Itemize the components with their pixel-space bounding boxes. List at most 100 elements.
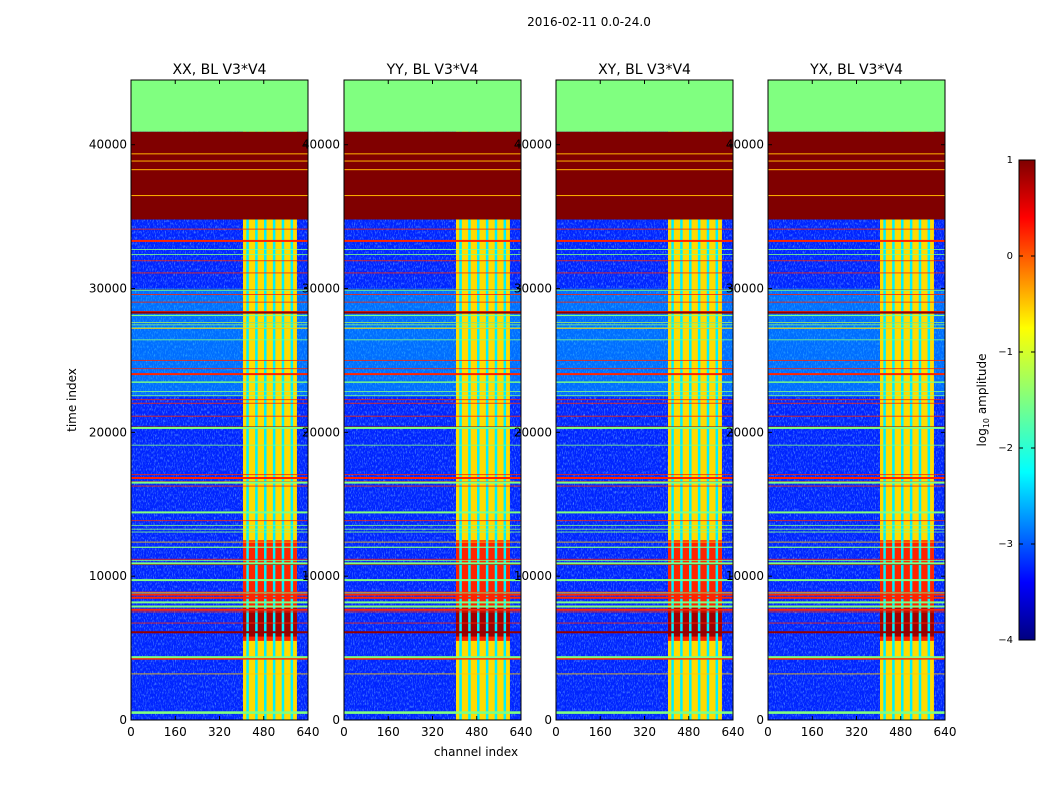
time-band xyxy=(344,711,521,714)
time-band xyxy=(556,656,733,659)
time-band xyxy=(344,485,521,487)
panel-title: YY, BL V3*V4 xyxy=(386,62,479,78)
time-band xyxy=(344,524,521,526)
time-band xyxy=(344,541,521,543)
time-band xyxy=(556,592,733,594)
time-band xyxy=(556,327,733,329)
time-band xyxy=(344,374,521,375)
time-band xyxy=(768,511,945,514)
time-band xyxy=(768,546,945,548)
time-band xyxy=(131,541,308,543)
time-band xyxy=(556,596,733,599)
time-band xyxy=(768,339,945,341)
saturated-time-block xyxy=(131,131,308,220)
time-band xyxy=(344,531,521,533)
time-band xyxy=(556,673,733,675)
time-band xyxy=(344,426,521,429)
time-band xyxy=(131,328,308,329)
time-band xyxy=(131,359,308,361)
time-band xyxy=(768,592,945,594)
x-tick-label: 480 xyxy=(889,725,912,739)
time-band xyxy=(344,477,521,480)
time-band xyxy=(344,546,521,548)
time-band xyxy=(768,712,945,714)
panels: XX, BL V3*V4 0 160 320 480 640 0 10000 20000 3000… xyxy=(89,62,957,739)
time-band xyxy=(768,249,945,250)
colorbar-tick-label: −4 xyxy=(998,635,1013,646)
colorbar-label-rest: amplitude xyxy=(975,354,989,418)
time-band xyxy=(344,359,521,361)
time-band xyxy=(344,558,521,560)
time-band xyxy=(556,622,733,624)
time-band xyxy=(344,712,521,714)
time-band xyxy=(344,560,521,562)
time-band xyxy=(131,339,308,341)
time-band xyxy=(768,402,945,404)
time-band xyxy=(556,560,733,562)
time-band xyxy=(768,657,945,660)
time-band xyxy=(344,673,521,675)
saturated-block-line xyxy=(344,160,521,162)
time-band xyxy=(556,239,733,242)
time-band xyxy=(131,327,308,329)
time-band xyxy=(556,311,733,312)
time-band xyxy=(556,301,733,303)
y-tick-label: 30000 xyxy=(302,282,340,296)
y-tick-label: 30000 xyxy=(514,282,552,296)
panel-3: XY, BL V3*V4 0 160 320 480 640 0 10000 20000 3000… xyxy=(514,62,745,739)
x-tick-label: 480 xyxy=(252,725,275,739)
time-band xyxy=(131,592,308,594)
time-band xyxy=(768,560,945,562)
y-tick-label: 40000 xyxy=(89,138,127,152)
time-band xyxy=(131,474,308,476)
time-band xyxy=(344,272,521,274)
time-band xyxy=(131,528,308,530)
time-band xyxy=(131,531,308,533)
saturated-block-line xyxy=(768,153,945,155)
time-band xyxy=(768,311,945,312)
x-tick-label: 320 xyxy=(845,725,868,739)
time-band xyxy=(344,528,521,530)
time-band xyxy=(556,382,733,383)
time-band xyxy=(344,657,521,660)
time-band xyxy=(556,712,733,714)
time-band xyxy=(768,327,945,329)
time-band xyxy=(344,426,521,428)
panel-1: XX, BL V3*V4 0 160 320 480 640 0 10000 20000 3000… xyxy=(89,62,320,739)
time-band xyxy=(131,301,308,303)
y-tick-label: 10000 xyxy=(89,569,127,583)
time-band xyxy=(768,520,945,522)
time-band xyxy=(556,591,733,593)
time-band xyxy=(768,608,945,611)
time-band xyxy=(131,711,308,714)
time-band xyxy=(556,254,733,255)
time-band xyxy=(556,593,733,596)
time-band xyxy=(556,339,733,341)
time-band xyxy=(768,415,945,417)
time-band xyxy=(131,511,308,514)
time-band xyxy=(768,579,945,582)
time-band xyxy=(768,562,945,565)
time-band xyxy=(556,315,733,317)
panel-image xyxy=(768,80,945,720)
time-band xyxy=(131,402,308,404)
time-band xyxy=(768,289,945,291)
colorbar-label-sub: 10 xyxy=(982,418,991,428)
time-band xyxy=(768,426,945,429)
time-band xyxy=(344,293,521,295)
time-band xyxy=(344,547,521,548)
time-band xyxy=(556,531,733,533)
time-band xyxy=(556,477,733,480)
time-band xyxy=(556,381,733,383)
time-band xyxy=(768,311,945,314)
time-band xyxy=(768,374,945,375)
y-tick-label: 30000 xyxy=(726,282,764,296)
time-band xyxy=(131,656,308,659)
time-band xyxy=(131,260,308,262)
time-band xyxy=(768,444,945,446)
time-band xyxy=(131,322,308,324)
panel-title: YX, BL V3*V4 xyxy=(809,62,903,78)
time-band xyxy=(768,315,945,317)
time-band xyxy=(131,311,308,314)
